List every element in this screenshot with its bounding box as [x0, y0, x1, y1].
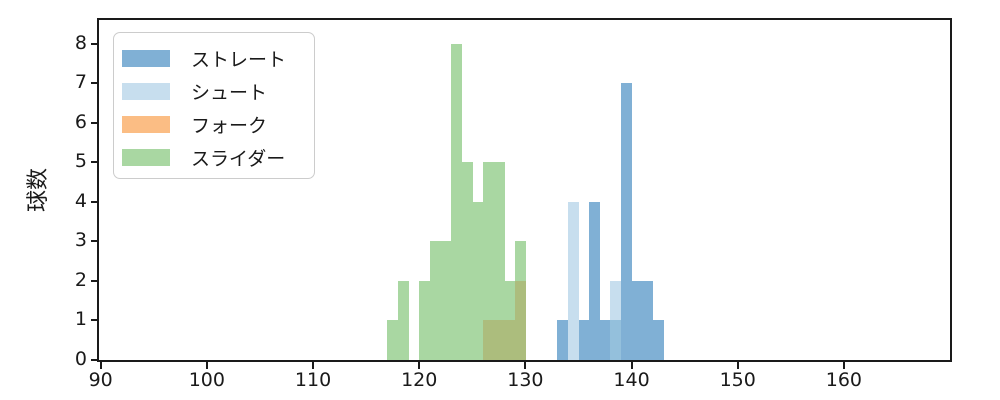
fork-under-slider-overlap: [493, 320, 505, 360]
fork-under-slider-overlap: [482, 320, 494, 360]
y-tick: [91, 200, 98, 203]
legend-label: スライダー: [191, 148, 286, 170]
slider-green-bars: [482, 162, 494, 360]
x-tick-label: 110: [294, 369, 332, 391]
legend-swatch: [122, 50, 170, 67]
straight-under-shoot-overlap: [610, 320, 622, 360]
straight-blue-bars: [631, 280, 643, 360]
y-tick: [91, 82, 98, 85]
straight-blue-bars: [578, 320, 590, 360]
legend-item: ストレート: [114, 42, 314, 75]
fork-under-slider-overlap: [504, 320, 516, 360]
legend-swatch: [122, 116, 170, 133]
y-tick-label: 2: [74, 268, 87, 291]
straight-blue-bars: [652, 320, 664, 360]
shoot-lightblue-bars: [567, 201, 579, 360]
y-tick-label: 7: [74, 71, 87, 94]
y-tick: [91, 359, 98, 361]
y-tick-label: 0: [74, 348, 87, 370]
x-tick-label: 160: [825, 369, 862, 391]
x-tick: [736, 362, 739, 369]
slider-green-bars: [440, 241, 452, 360]
legend: ストレートシュートフォークスライダー: [113, 32, 315, 179]
slider-green-bars: [461, 162, 473, 360]
slider-green-bars: [429, 241, 441, 360]
y-tick-label: 4: [74, 189, 87, 212]
straight-blue-bars: [557, 320, 569, 360]
y-tick: [91, 319, 98, 322]
straight-blue-bars: [620, 83, 632, 360]
y-tick: [91, 161, 98, 164]
y-tick-label: 6: [74, 110, 87, 133]
slider-green-bars: [419, 280, 431, 360]
straight-blue-bars: [642, 280, 654, 360]
y-tick: [91, 279, 98, 282]
y-axis-title: 球数: [26, 167, 51, 213]
y-tick-label: 1: [74, 308, 87, 331]
x-tick-label: 130: [507, 369, 544, 391]
slider-green-bars: [472, 201, 484, 360]
legend-item: フォーク: [114, 108, 314, 141]
x-tick-label: 140: [613, 369, 650, 391]
legend-swatch: [122, 83, 170, 100]
slider-green-bars: [493, 162, 505, 360]
x-tick-label: 120: [401, 369, 438, 391]
x-tick: [99, 362, 102, 369]
x-tick: [312, 362, 315, 369]
legend-swatch: [122, 149, 170, 166]
legend-label: フォーク: [191, 115, 268, 137]
x-tick: [842, 362, 845, 369]
y-tick: [91, 240, 98, 243]
y-tick-label: 8: [74, 31, 87, 54]
y-tick-label: 5: [74, 150, 87, 173]
legend-item: シュート: [114, 75, 314, 108]
legend-label: シュート: [191, 82, 268, 104]
straight-blue-bars: [589, 201, 601, 360]
x-tick: [418, 362, 421, 369]
x-tick: [630, 362, 633, 369]
x-tick: [524, 362, 527, 369]
slider-green-bars: [387, 320, 399, 360]
x-tick: [205, 362, 208, 369]
slider-green-bars: [397, 280, 409, 360]
x-tick-label: 90: [88, 369, 113, 391]
x-tick-label: 150: [719, 369, 756, 391]
slider-green-bars: [451, 43, 463, 360]
x-tick-label: 100: [188, 369, 225, 391]
legend-item: スライダー: [114, 141, 314, 174]
legend-label: ストレート: [191, 49, 287, 71]
y-tick: [91, 42, 98, 45]
straight-blue-bars: [599, 320, 611, 360]
y-tick: [91, 121, 98, 124]
y-tick-label: 3: [74, 229, 87, 252]
fork-under-slider-overlap: [514, 280, 526, 360]
